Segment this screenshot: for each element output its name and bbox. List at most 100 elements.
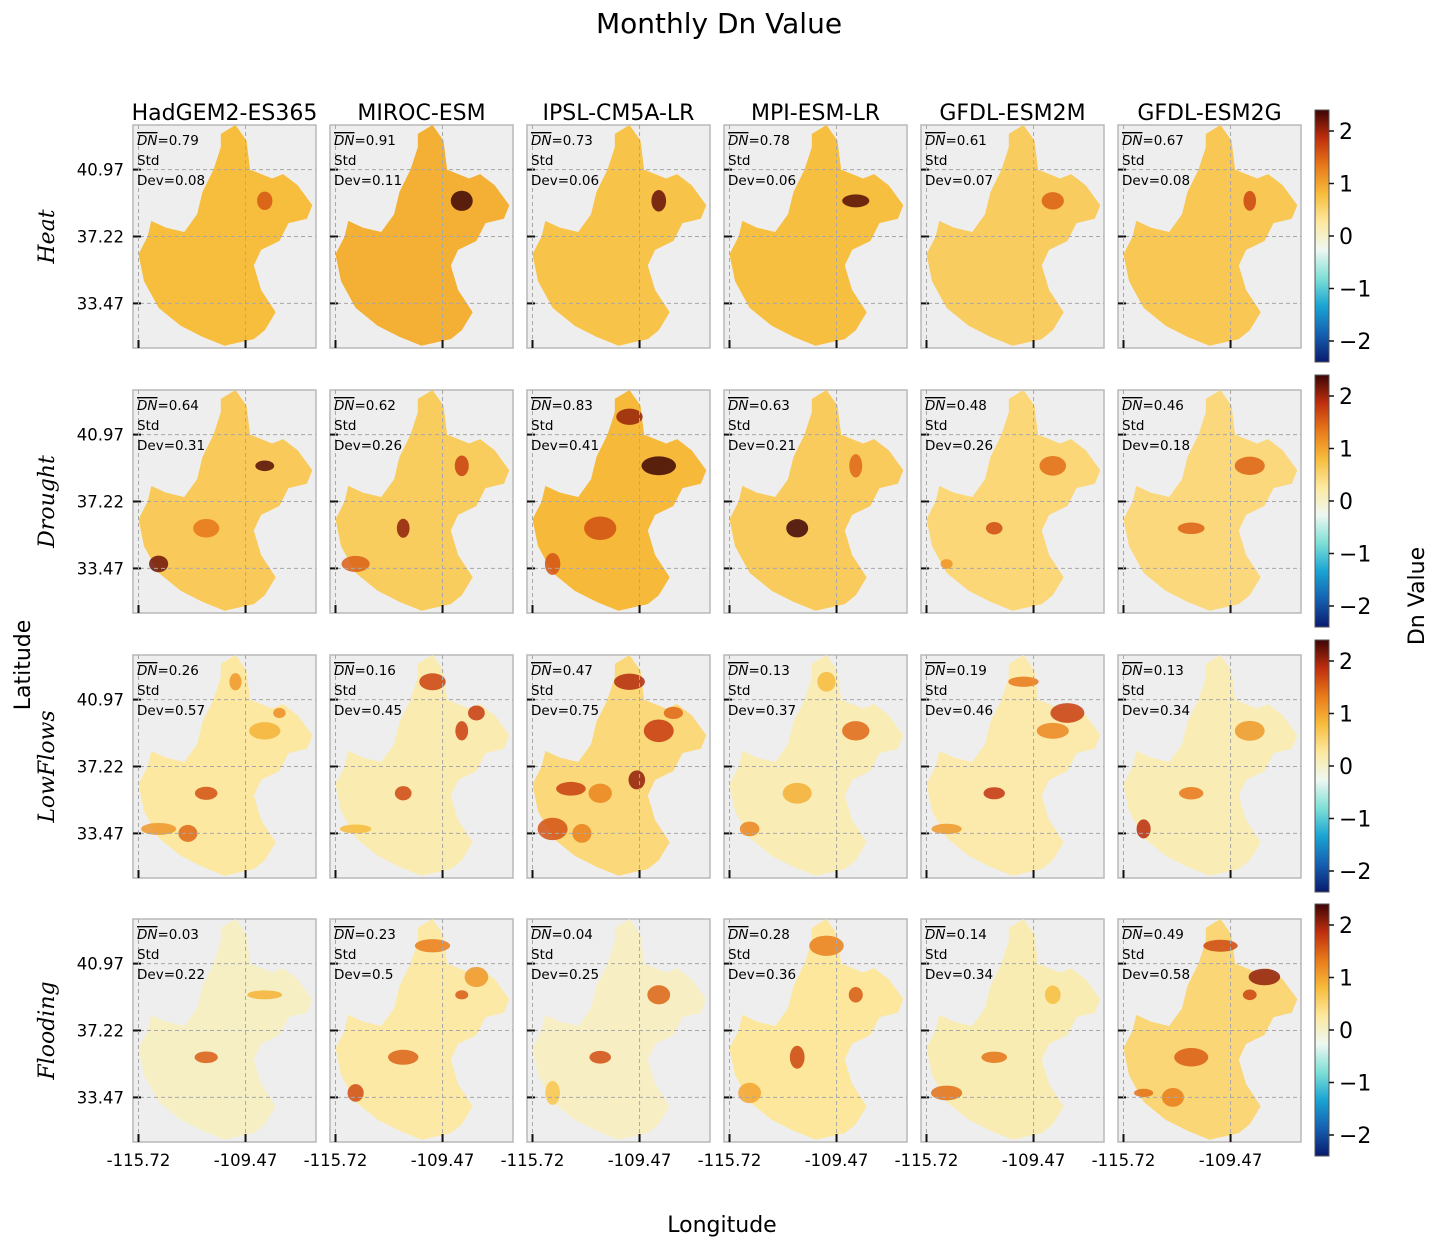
dev-annotation: Dev=0.06 [531,173,599,189]
panel-heat-2: DN=0.73 Std Dev=0.06 [526,124,711,349]
dn-symbol: DN [925,663,946,679]
dev-annotation: Dev=0.75 [531,703,599,719]
dn-symbol: DN [137,663,158,679]
lon-tick-label: -115.72 [304,1151,368,1170]
dn-symbol: DN [1122,133,1143,149]
dn-value: =0.83 [552,398,593,414]
dn-symbol: DN [137,133,158,149]
std-annotation: Std [334,418,356,434]
hotspot [848,987,863,1003]
dn-mean-annotation: DN=0.13 [1122,663,1184,679]
dev-annotation: Dev=0.5 [334,967,393,983]
dev-annotation: Dev=0.07 [925,173,993,189]
hotspot [651,190,667,212]
lon-tick-label: -115.72 [1092,1151,1156,1170]
panel-lowflows-3: DN=0.13 Std Dev=0.37 [723,654,908,879]
std-annotation: Std [728,683,750,699]
dev-annotation: Dev=0.57 [137,703,205,719]
dn-value: =0.13 [1143,663,1184,679]
dn-symbol: DN [728,133,749,149]
lat-tick-label: 33.47 [77,559,124,578]
model-title: GFDL-ESM2G [1137,101,1281,126]
hotspot [468,705,485,721]
colorbar-tick-label: 1 [1339,173,1353,198]
dn-mean-annotation: DN=0.79 [137,133,199,149]
dn-value: =0.03 [158,927,199,943]
dn-mean-annotation: DN=0.83 [531,398,593,414]
std-annotation: Std [137,947,159,963]
dn-mean-annotation: DN=0.16 [334,663,396,679]
region-map [729,655,904,876]
panel-drought-0: DN=0.64 Std Dev=0.31 [132,389,317,614]
hotspot [450,190,473,211]
hotspot [817,671,836,692]
hotspot [931,823,962,835]
dev-annotation: Dev=0.45 [334,703,402,719]
dn-mean-annotation: DN=0.64 [137,398,199,414]
hotspot [1044,985,1061,1005]
colorbar-tick-label: −1 [1339,543,1371,568]
colorbar-tick-label: −2 [1339,860,1371,885]
panel-heat-3: DN=0.78 Std Dev=0.06 [723,124,908,349]
lat-tick-label: 40.97 [77,161,124,180]
dev-annotation: Dev=0.37 [728,703,796,719]
hotspot [647,985,671,1005]
dn-symbol: DN [334,663,355,679]
dn-symbol: DN [531,927,552,943]
hotspot [809,935,844,956]
std-annotation: Std [925,947,947,963]
panel-heat-5: DN=0.67 Std Dev=0.08 [1117,124,1302,349]
dn-symbol: DN [334,133,355,149]
hotspot [842,194,870,208]
panel-flooding-4: DN=0.14 Std Dev=0.34 [920,918,1105,1143]
std-annotation: Std [531,153,553,169]
panel-heat-1: DN=0.91 Std Dev=0.11 [329,124,514,349]
hotspot [1234,456,1265,475]
y-axis-label: Latitude [11,620,36,711]
hotspot [149,555,169,573]
region-map [926,919,1101,1140]
dev-annotation: Dev=0.46 [925,703,993,719]
colorbar-tick-label: 0 [1339,755,1353,780]
hotspot [614,673,645,690]
std-annotation: Std [925,153,947,169]
dn-value: =0.64 [158,398,199,414]
dn-mean-annotation: DN=0.19 [925,663,987,679]
dn-symbol: DN [728,398,749,414]
dn-value: =0.73 [552,133,593,149]
hotspot [556,781,586,796]
lon-tick-label: -115.72 [501,1151,565,1170]
hotspot [464,966,489,988]
lat-tick-label: 37.22 [77,228,124,247]
lat-tick-label: 33.47 [77,1088,124,1107]
hotspot [455,990,469,1000]
hotspot [1203,939,1238,952]
lon-tick-label: -109.47 [608,1151,672,1170]
std-annotation: Std [728,418,750,434]
hotspot [1050,703,1085,723]
hotspot [931,1085,963,1101]
dn-mean-annotation: DN=0.13 [728,663,790,679]
dn-mean-annotation: DN=0.23 [334,927,396,943]
hotspot [588,783,612,803]
row-label-drought: Drought [35,455,60,549]
lat-tick-label: 40.97 [77,955,124,974]
hotspot [842,721,870,741]
hotspot [1177,522,1205,535]
hotspot [1036,722,1069,739]
dn-mean-annotation: DN=0.28 [728,927,790,943]
dev-annotation: Dev=0.26 [925,438,993,454]
colorbar-tick-label: −2 [1339,595,1371,620]
dev-annotation: Dev=0.08 [137,173,205,189]
dev-annotation: Dev=0.21 [728,438,796,454]
std-annotation: Std [1122,947,1144,963]
hotspot [1134,1088,1154,1098]
colorbar [1314,639,1330,893]
hotspot [1161,1088,1184,1107]
dev-annotation: Dev=0.34 [1122,703,1190,719]
hotspot [388,1049,419,1065]
colorbar-tick-label: −1 [1339,808,1371,833]
hotspot [584,516,617,541]
dev-annotation: Dev=0.41 [531,438,599,454]
hotspot [1174,1048,1209,1067]
